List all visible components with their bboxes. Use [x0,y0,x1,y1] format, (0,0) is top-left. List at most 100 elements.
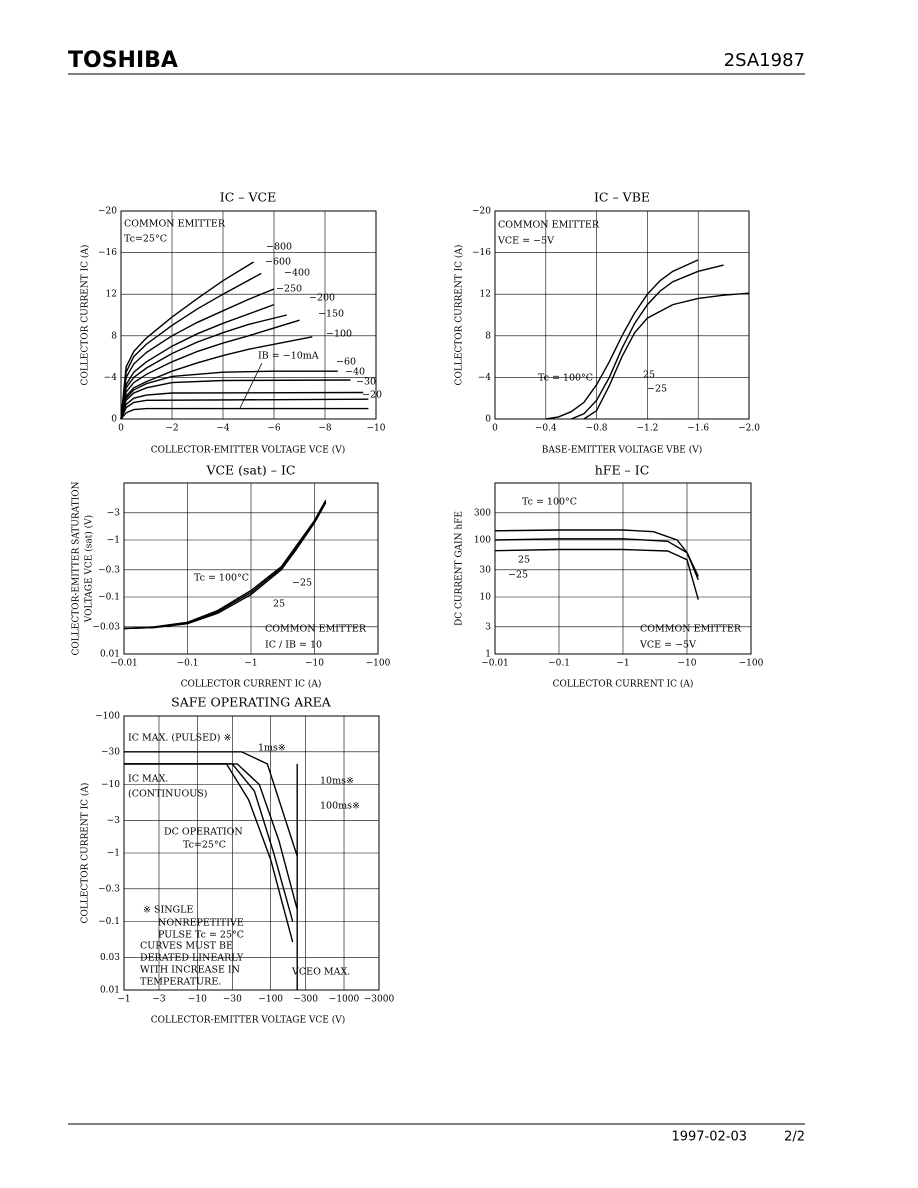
annotation: VCE = −5V [639,640,696,651]
x-tick-label: −0.01 [481,659,509,669]
x-tick-label: −1.2 [636,424,658,434]
x-tick-label: −0.1 [177,659,199,669]
x-axis-label: COLLECTOR-EMITTER VOLTAGE VCE (V) [151,445,346,456]
curve [120,303,275,420]
curve-label: −20 [362,390,382,401]
y-tick-label: 10 [480,593,492,603]
y-tick-label: −4 [478,373,492,383]
y-axis-label: COLLECTOR CURRENT IC (A) [454,245,465,386]
curve-label: −250 [276,284,302,295]
annotation: DERATED LINEARLY [140,953,244,964]
x-tick-label: −0.1 [548,659,570,669]
curve [123,502,327,630]
curve-label: 25 [273,599,285,610]
y-tick-label: 100 [474,536,491,546]
curve-label: Tc = 100°C [194,573,249,584]
x-tick-label: −2.0 [738,424,760,434]
y-axis-label: COLLECTOR-EMITTER SATURATION [72,481,82,655]
footer-date: 1997-02-03 [671,1130,747,1145]
x-tick-label: −10 [305,659,324,669]
curve [123,499,327,630]
y-tick-label: −16 [98,248,117,258]
curve-label: 25 [518,555,530,566]
y-tick-label: 8 [111,331,117,341]
x-tick-label: −10 [188,995,207,1005]
annotation: VCE = −5V [497,236,554,247]
curve-label: −25 [647,384,667,395]
annotation: WITH INCREASE IN [140,965,240,976]
annotation: ※ SINGLE [143,905,193,916]
curve [123,501,327,630]
annotation: COMMON EMITTER [124,219,226,230]
curve-label: 1ms※ [258,743,286,754]
curve [120,314,287,420]
y-tick-label: 300 [474,508,491,518]
curve-label: −800 [266,242,292,253]
annotation: PULSE Tc = 25°C [158,930,244,941]
curve-label: −100 [326,329,352,340]
footer-page: 2/2 [784,1130,805,1145]
curve-label: Tc = 100°C [538,373,593,384]
chart-title: IC – VBE [594,190,650,205]
chart-title: IC – VCE [220,190,276,205]
curve-label: −150 [318,309,344,320]
curve [570,264,724,420]
y-tick-label: −3 [107,508,121,518]
y-axis-label: VOLTAGE VCE (sat) (V) [84,515,95,623]
curve [120,398,369,420]
curve [120,391,364,420]
annotation: CURVES MUST BE [140,941,233,952]
curve-label: 25 [643,370,655,381]
curve-label: −60 [336,357,356,368]
curve [124,763,294,943]
x-tick-label: −10 [367,424,386,434]
x-tick-label: −6 [267,424,281,434]
x-tick-label: −1 [244,659,257,669]
annotation: IC MAX. (PULSED) ※ [128,733,231,744]
y-tick-label: −0.1 [98,917,120,927]
y-axis-label: DC CURRENT GAIN hFE [455,511,465,626]
y-tick-label: −0.1 [98,593,120,603]
curve-label: 100ms※ [320,801,360,812]
x-tick-label: −10 [678,659,697,669]
chart-title: VCE (sat) – IC [205,463,295,478]
x-tick-label: −8 [318,424,332,434]
y-tick-label: 3 [485,622,491,632]
curve [120,272,262,420]
x-tick-label: −1000 [329,995,360,1005]
x-tick-label: −300 [293,995,318,1005]
curve-label: −400 [284,268,310,279]
y-tick-label: −10 [101,780,120,790]
y-tick-label: −1 [107,849,120,859]
curve-label: −25 [292,578,312,589]
curve [120,319,300,420]
x-axis-label: COLLECTOR-EMITTER VOLTAGE VCE (V) [151,1015,346,1026]
curve [583,292,750,420]
y-tick-label: 0 [485,415,491,425]
x-tick-label: −0.01 [110,659,138,669]
x-tick-label: −2 [165,424,178,434]
y-tick-label: −0.03 [92,622,120,632]
curve [120,407,369,420]
x-tick-label: 0 [492,424,498,434]
curve-label: −600 [265,257,291,268]
y-tick-label: −4 [104,373,118,383]
x-axis-label: BASE-EMITTER VOLTAGE VBE (V) [542,445,702,456]
y-tick-label: −16 [472,248,491,258]
y-tick-label: 8 [485,331,491,341]
curve-label: −30 [356,377,376,388]
annotation: COMMON EMITTER [265,624,367,635]
logo: TOSHIBA [68,48,178,73]
curve [120,379,351,420]
x-tick-label: −30 [223,995,242,1005]
x-tick-label: −0.4 [535,424,557,434]
chart-title: SAFE OPERATING AREA [171,695,332,710]
curve [545,259,699,420]
curve-label: −200 [309,293,335,304]
annotation: (CONTINUOUS) [128,789,208,800]
y-tick-label: 12 [106,290,117,300]
part-number: 2SA1987 [724,50,805,71]
annotation: COMMON EMITTER [498,220,600,231]
chart-title: hFE – IC [595,463,650,478]
x-tick-label: −4 [216,424,230,434]
